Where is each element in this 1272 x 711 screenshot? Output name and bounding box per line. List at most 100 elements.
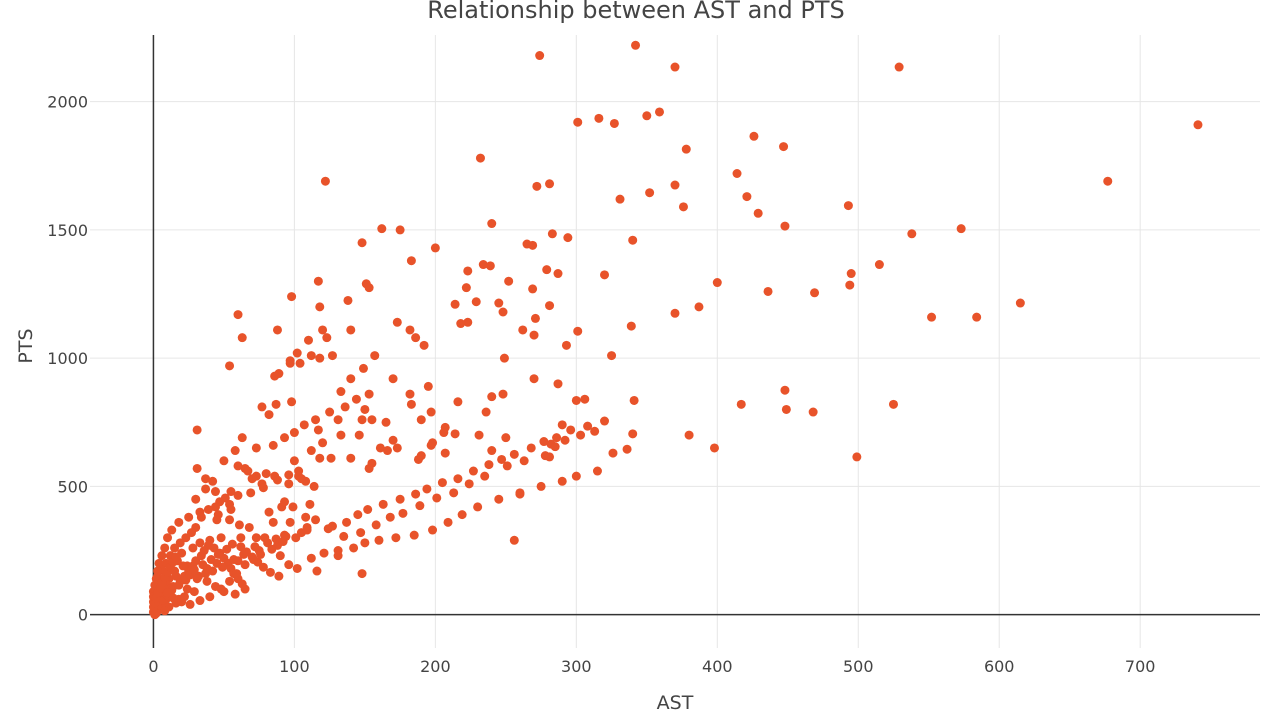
data-point — [678, 202, 688, 212]
data-point — [972, 312, 982, 322]
data-point — [357, 238, 367, 248]
data-point — [509, 535, 519, 545]
data-point — [346, 453, 356, 463]
data-point — [195, 596, 205, 606]
data-point — [561, 340, 571, 350]
data-point — [243, 466, 253, 476]
data-point — [315, 353, 325, 363]
y-tick-label: 1000 — [47, 349, 88, 368]
data-point — [271, 534, 281, 544]
data-point — [409, 530, 419, 540]
data-point — [318, 325, 328, 335]
data-point — [1193, 120, 1203, 130]
data-point — [336, 387, 346, 397]
data-point — [395, 494, 405, 504]
data-point — [426, 407, 436, 417]
x-tick-label: 100 — [279, 657, 310, 676]
data-point — [736, 399, 746, 409]
data-point — [530, 313, 540, 323]
data-point — [250, 542, 260, 552]
data-point — [628, 429, 638, 439]
data-point — [236, 533, 246, 543]
data-point — [258, 483, 268, 493]
data-point — [494, 494, 504, 504]
data-point — [473, 502, 483, 512]
data-point — [712, 278, 722, 288]
data-point — [631, 40, 641, 50]
data-point — [553, 379, 563, 389]
data-point — [453, 397, 463, 407]
data-point — [325, 407, 335, 417]
data-point — [367, 415, 377, 425]
data-point — [742, 192, 752, 202]
data-point — [312, 566, 322, 576]
data-point — [210, 487, 220, 497]
data-point — [381, 417, 391, 427]
data-point — [382, 446, 392, 456]
data-point — [319, 548, 329, 558]
data-point — [360, 538, 370, 548]
data-point — [560, 435, 570, 445]
data-point — [463, 266, 473, 276]
data-point — [303, 335, 313, 345]
data-point — [449, 488, 459, 498]
data-point — [545, 301, 555, 311]
data-point — [392, 317, 402, 327]
data-point — [670, 308, 680, 318]
data-point — [240, 584, 250, 594]
data-point — [779, 142, 789, 152]
data-point — [208, 476, 218, 486]
data-point — [781, 404, 791, 414]
data-point — [422, 484, 432, 494]
axis-layer: 0 100 200 300 400 500 600 700 0 500 1000 1500 2000 — [47, 35, 1260, 676]
data-point — [732, 169, 742, 179]
data-point — [346, 374, 356, 384]
data-point — [287, 397, 297, 407]
data-point — [416, 415, 426, 425]
data-point — [278, 537, 288, 547]
data-point — [600, 270, 610, 280]
data-point — [539, 437, 549, 447]
data-point — [311, 515, 321, 525]
data-point — [208, 566, 218, 576]
data-point — [391, 533, 401, 543]
data-point — [219, 456, 229, 466]
data-point — [271, 399, 281, 409]
data-point — [163, 533, 173, 543]
data-point — [377, 224, 387, 234]
data-point — [291, 533, 301, 543]
data-point — [583, 421, 593, 431]
data-point — [475, 153, 485, 163]
y-tick-label: 1500 — [47, 221, 88, 240]
data-point — [371, 520, 381, 530]
data-point — [195, 538, 205, 548]
data-point — [160, 606, 170, 616]
data-point — [694, 302, 704, 312]
data-point — [573, 326, 583, 336]
data-point — [388, 435, 398, 445]
data-point — [545, 179, 555, 189]
data-point — [287, 292, 297, 302]
data-point — [1015, 298, 1025, 308]
data-point — [540, 451, 550, 461]
x-tick-label: 200 — [420, 657, 451, 676]
x-tick-label: 0 — [148, 657, 158, 676]
data-point — [478, 260, 488, 270]
data-point — [552, 433, 562, 443]
data-point — [191, 494, 201, 504]
data-point — [284, 479, 294, 489]
data-point — [364, 283, 374, 293]
data-point — [550, 442, 560, 452]
data-point — [318, 438, 328, 448]
data-point — [257, 402, 267, 412]
data-point — [174, 580, 184, 590]
data-point — [415, 501, 425, 511]
data-point — [356, 528, 366, 538]
data-point — [927, 312, 937, 322]
data-point — [192, 463, 202, 473]
data-point — [499, 353, 509, 363]
data-point — [336, 430, 346, 440]
data-point — [201, 484, 211, 494]
data-point — [309, 481, 319, 491]
